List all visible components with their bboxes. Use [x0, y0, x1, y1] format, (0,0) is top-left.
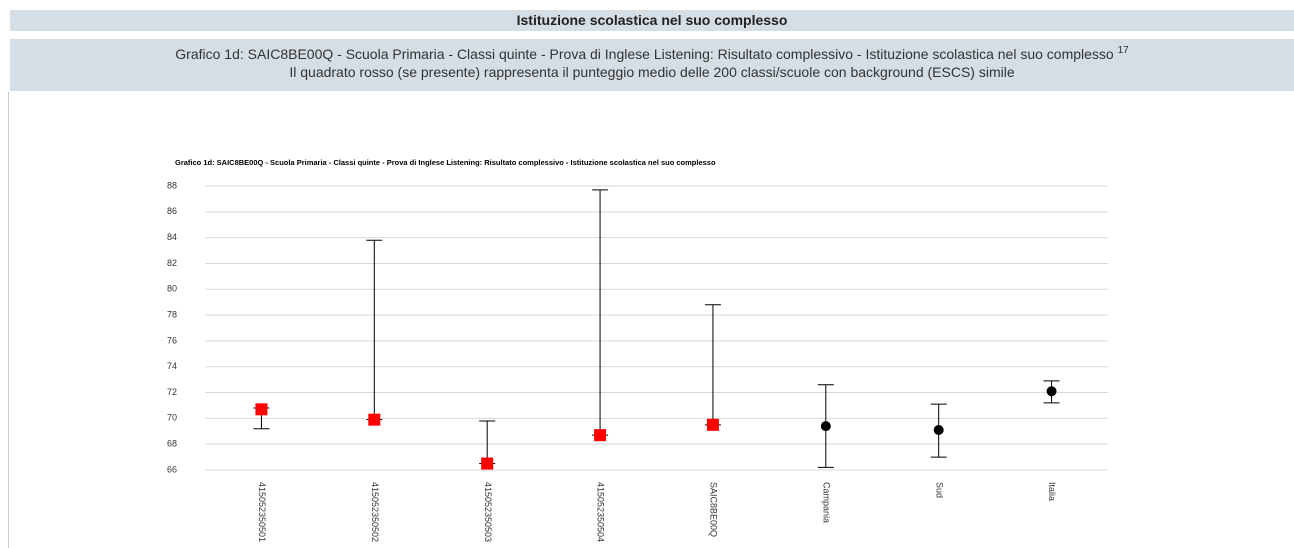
chart-title: Grafico 1d: SAIC8BE00Q - Scuola Primaria…: [175, 158, 716, 167]
section-title: Istituzione scolastica nel suo complesso: [10, 10, 1294, 31]
x-tick-label: 415052350504: [596, 482, 606, 542]
y-tick-label: 84: [167, 232, 177, 242]
point: [820, 421, 831, 432]
y-tick-label: 72: [167, 387, 177, 397]
footnote: 17: [1117, 45, 1129, 56]
y-tick-label: 80: [167, 284, 177, 294]
subtitle: Grafico 1d: SAIC8BE00Q - Scuola Primaria…: [175, 46, 1114, 62]
x-tick-label: Sud: [934, 482, 944, 498]
frame: [8, 92, 9, 548]
y-tick-label: 86: [167, 206, 177, 216]
point: [933, 424, 944, 435]
y-tick-label: 74: [167, 361, 177, 371]
point: [368, 413, 381, 426]
point: [706, 418, 719, 431]
point: [594, 429, 607, 442]
x-tick-label: Campania: [821, 482, 831, 523]
point: [255, 403, 268, 416]
x-tick-label: 415052350502: [370, 482, 380, 542]
y-tick-label: 68: [167, 439, 177, 449]
section-subtitle: Grafico 1d: SAIC8BE00Q - Scuola Primaria…: [10, 39, 1294, 91]
y-tick-label: 76: [167, 335, 177, 345]
x-tick-label: 415052350503: [483, 482, 493, 542]
x-tick-label: Italia: [1047, 482, 1057, 501]
point: [481, 457, 494, 470]
y-tick-label: 66: [167, 464, 177, 474]
y-tick-label: 78: [167, 309, 177, 319]
y-tick-label: 70: [167, 413, 177, 423]
subtitle-note: Il quadrato rosso (se presente) rapprese…: [289, 64, 1015, 80]
x-tick-label: SAIC8BE00Q: [709, 482, 719, 537]
point: [1046, 386, 1057, 397]
y-tick-label: 82: [167, 258, 177, 268]
y-tick-label: 88: [167, 180, 177, 190]
x-tick-label: 415052350501: [257, 482, 267, 542]
